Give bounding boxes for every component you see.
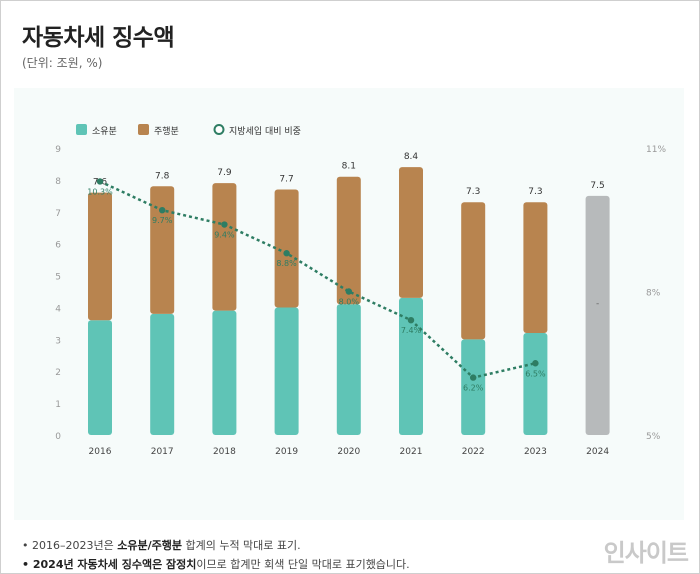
footnote-1-suffix: 합계의 누적 막대로 표기. — [181, 539, 301, 552]
chart-panel: 012345678911%8%5%7.620167.820177.920187.… — [14, 88, 684, 520]
total-label-2020: 8.1 — [342, 162, 356, 172]
y-left-tick-label: 4 — [55, 304, 61, 314]
legend-swatch-soyu — [76, 124, 87, 135]
y-right-tick-label: 5% — [646, 432, 661, 442]
ratio-label: 6.5% — [525, 369, 546, 378]
total-label-2019: 7.7 — [279, 174, 293, 184]
x-tick-label: 2020 — [337, 447, 360, 457]
bar-juhaeng-2021 — [399, 167, 423, 298]
total-label-2024: 7.5 — [590, 181, 604, 191]
x-tick-label: 2019 — [275, 447, 298, 457]
ratio-label: 8.0% — [339, 298, 360, 307]
total-label-2017: 7.8 — [155, 171, 170, 181]
ratio-point — [532, 360, 539, 367]
y-left-tick-label: 9 — [55, 145, 61, 155]
bar-estimate-2024 — [585, 195, 610, 435]
bar-juhaeng-2018 — [212, 183, 237, 311]
ratio-label: 8.8% — [276, 259, 297, 268]
y-right-tick-label: 11% — [646, 145, 666, 155]
bar-juhaeng-2023 — [523, 202, 548, 333]
bar-soyu-2016 — [88, 320, 112, 435]
ratio-point — [283, 250, 290, 257]
bar-soyu-2019 — [274, 307, 299, 435]
ratio-point — [345, 288, 352, 295]
ratio-point — [470, 374, 477, 381]
watermark-logo: 인사이트 — [603, 539, 689, 567]
y-left-tick-label: 2 — [55, 368, 61, 378]
y-left-tick-label: 6 — [55, 241, 61, 251]
bar-soyu-2023 — [523, 332, 548, 435]
bar-soyu-2020 — [336, 304, 361, 435]
ratio-point — [96, 178, 104, 185]
ratio-line — [99, 180, 536, 379]
footnotes: • 2016–2023년은 소유분/주행분 합계의 누적 막대로 표기. • 2… — [22, 536, 410, 574]
y-left-tick-label: 5 — [55, 273, 61, 283]
bar-juhaeng-2022 — [461, 202, 486, 340]
legend-label-juhaeng: 주행분 — [154, 125, 179, 137]
y-left-tick-label: 7 — [55, 209, 61, 219]
ratio-label: 9.4% — [214, 231, 235, 240]
total-label-2022: 7.3 — [466, 187, 480, 197]
bar-soyu-2021 — [399, 297, 423, 435]
ratio-label: 10.3% — [87, 187, 113, 196]
y-left-tick-label: 3 — [55, 336, 61, 346]
y-left-tick-label: 8 — [55, 177, 61, 187]
x-tick-label: 2024 — [586, 447, 609, 457]
x-tick-label: 2022 — [462, 447, 485, 457]
legend-swatch-juhaeng — [138, 124, 149, 135]
x-tick-label: 2016 — [89, 447, 112, 457]
x-tick-label: 2018 — [213, 447, 236, 457]
x-tick-label: 2023 — [524, 447, 547, 457]
bar-juhaeng-2017 — [150, 186, 175, 314]
y-left-tick-label: 0 — [55, 432, 61, 442]
footnote-1-prefix: • 2016–2023년은 — [22, 539, 118, 552]
legend-label-ratio: 지방세입 대비 비중 — [229, 125, 301, 137]
total-label-2023: 7.3 — [528, 187, 542, 197]
footnote-1-bold: 소유분/주행분 — [117, 539, 182, 552]
bar-soyu-2022 — [461, 339, 486, 435]
legend-label-soyu: 소유분 — [92, 126, 117, 137]
stacked-bar-chart: 012345678911%8%5%7.620167.820177.920187.… — [55, 124, 666, 457]
ratio-label: 6.2% — [463, 384, 484, 393]
y-left-tick-label: 1 — [55, 400, 61, 410]
footnote-2: • 2024년 자동차세 징수액은 잠정치이므로 합계만 회색 단일 막대로 표… — [22, 555, 410, 574]
bar-juhaeng-2019 — [274, 189, 299, 308]
footnote-2-bold: • 2024년 자동차세 징수액은 잠정치 — [22, 558, 197, 571]
ratio-point — [221, 221, 228, 228]
bar-soyu-2017 — [150, 313, 175, 435]
ratio-label: 9.7% — [152, 216, 173, 225]
y-right-tick-label: 8% — [646, 289, 661, 299]
bar-soyu-2018 — [212, 310, 237, 435]
footnote-2-suffix: 이므로 합계만 회색 단일 막대로 표기했습니다. — [196, 558, 410, 571]
bar-juhaeng-2020 — [336, 176, 361, 305]
x-tick-label: 2021 — [400, 447, 423, 457]
ratio-point — [407, 317, 415, 324]
legend-marker-ratio — [213, 124, 225, 135]
total-label-2021: 8.4 — [404, 152, 419, 162]
ratio-point — [159, 206, 166, 214]
ratio-label: 7.4% — [401, 326, 422, 335]
x-tick-label: 2017 — [151, 447, 174, 457]
bar-juhaeng-2016 — [88, 192, 112, 321]
estimate-inner-label: - — [596, 299, 599, 309]
footnote-1: • 2016–2023년은 소유분/주행분 합계의 누적 막대로 표기. — [22, 536, 410, 555]
unit-subtitle: (단위: 조원, %) — [22, 56, 103, 70]
total-label-2018: 7.9 — [217, 168, 232, 178]
page-title: 자동차세 징수액 — [22, 25, 175, 51]
